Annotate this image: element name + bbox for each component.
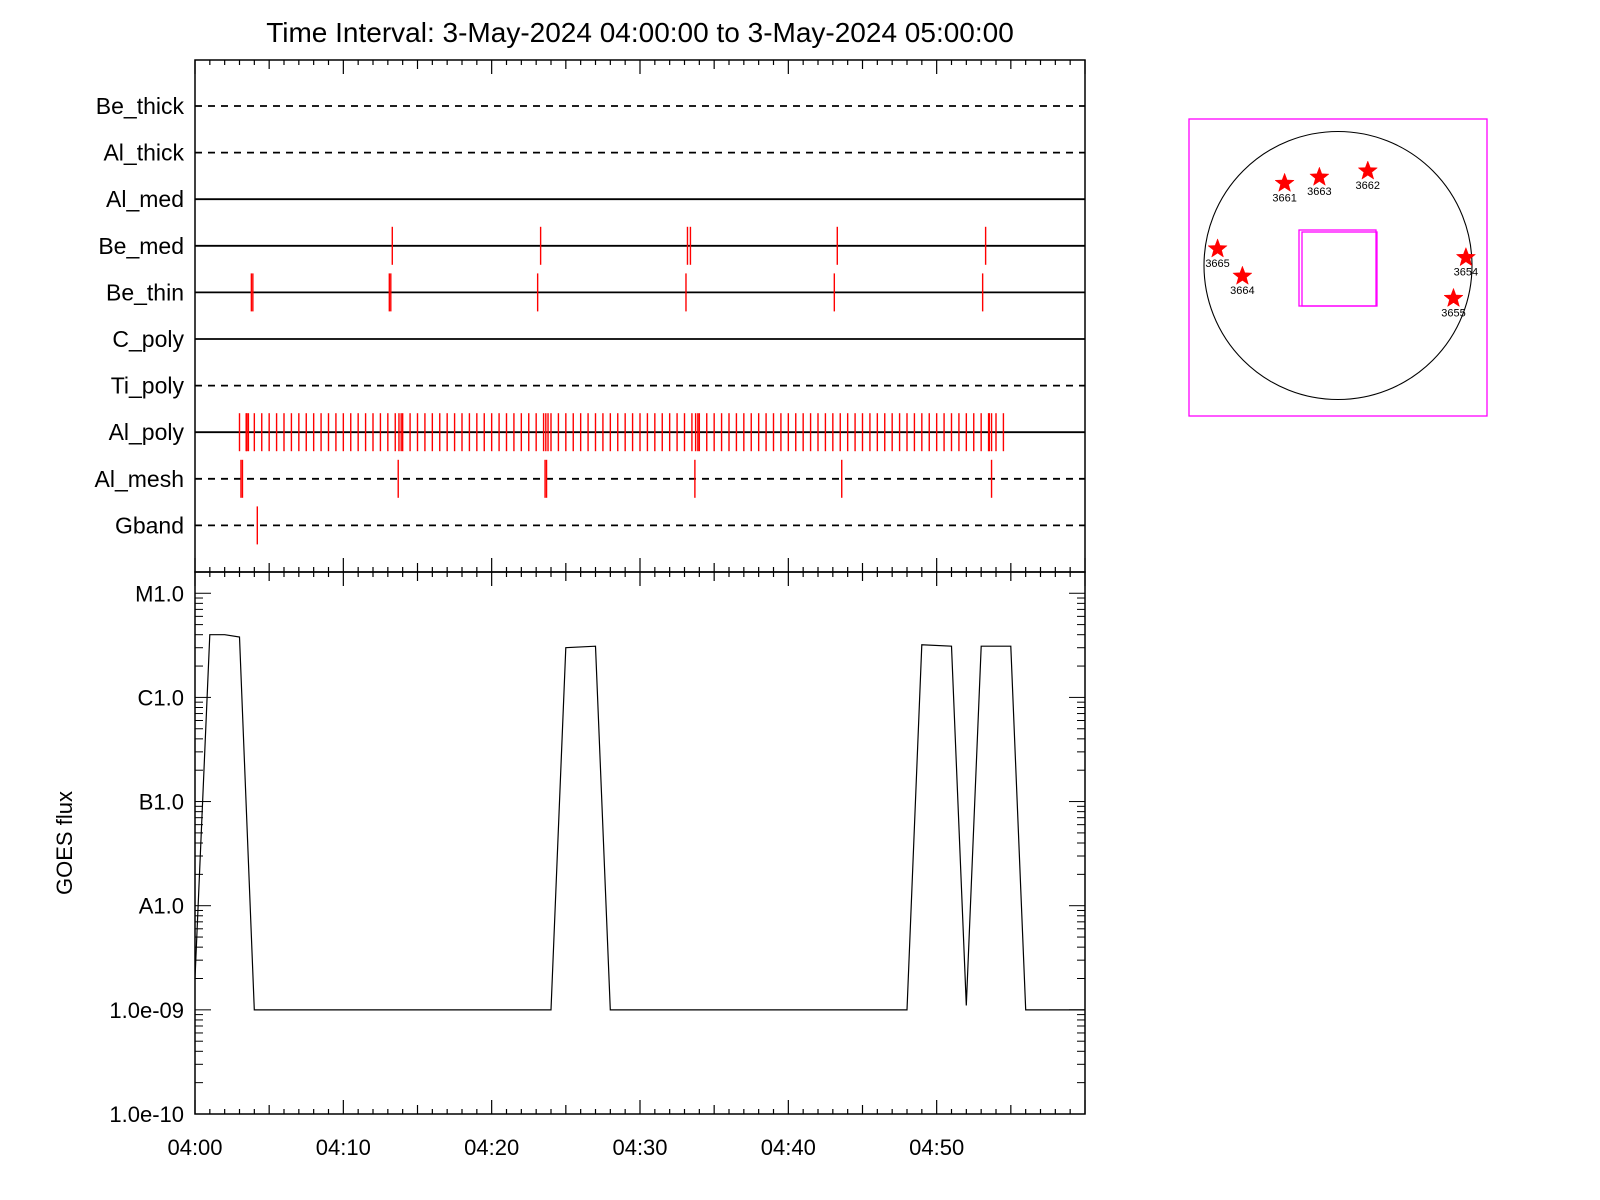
goes-flux-line bbox=[194, 634, 1085, 1011]
goes-xtick-label: 04:20 bbox=[464, 1135, 519, 1160]
figure-title: Time Interval: 3-May-2024 04:00:00 to 3-… bbox=[266, 17, 1014, 48]
fov-box bbox=[1298, 229, 1377, 307]
goes-ytick-label: B1.0 bbox=[139, 790, 184, 815]
channel-label: Be_thin bbox=[106, 279, 184, 305]
active-region-label: 3663 bbox=[1307, 186, 1331, 198]
timeline-panel: Be_thick Al_thick Al_med Be_med Be_thin C_pol… bbox=[95, 59, 1086, 573]
channel-label: Al_med bbox=[106, 186, 184, 212]
goes-ytick-label: 1.0e-09 bbox=[109, 998, 184, 1023]
active-region-star bbox=[1455, 246, 1477, 267]
active-region-star bbox=[1309, 166, 1330, 186]
active-region-label: 3664 bbox=[1230, 285, 1254, 297]
active-region-star bbox=[1443, 287, 1464, 308]
active-region-label: 3662 bbox=[1356, 180, 1380, 192]
goes-ytick-label: C1.0 bbox=[138, 685, 184, 710]
channel-label: Be_thick bbox=[96, 93, 185, 119]
channel-label: Gband bbox=[115, 512, 184, 538]
goes-flux-panel: M1.0 C1.0 B1.0 A1.0 1.0e-09 1.0e-10 04:00 04:10… bbox=[52, 571, 1086, 1160]
channel-label: Ti_poly bbox=[111, 373, 185, 399]
channel-label: Al_thick bbox=[103, 140, 184, 166]
solar-limb bbox=[1203, 130, 1473, 401]
goes-ytick-label: 1.0e-10 bbox=[109, 1102, 184, 1127]
active-region-star bbox=[1357, 160, 1378, 180]
goes-xtick-label: 04:50 bbox=[909, 1135, 964, 1160]
solar-disk-panel: 3661 3663 3662 3665 3664 3654 3655 bbox=[1188, 118, 1488, 417]
disk-frame bbox=[1188, 118, 1488, 417]
goes-xtick-label: 04:00 bbox=[167, 1135, 222, 1160]
active-region-label: 3654 bbox=[1454, 267, 1478, 279]
goes-ytick-label: M1.0 bbox=[135, 581, 184, 606]
goes-xtick-label: 04:10 bbox=[316, 1135, 371, 1160]
active-region-label: 3655 bbox=[1441, 307, 1465, 319]
active-region-label: 3661 bbox=[1272, 192, 1296, 204]
channel-label: Al_mesh bbox=[95, 466, 184, 492]
channel-label: Be_med bbox=[98, 233, 184, 259]
goes-xtick-label: 04:40 bbox=[761, 1135, 816, 1160]
active-region-star bbox=[1207, 238, 1228, 258]
timeline-frame bbox=[194, 59, 1086, 573]
channel-label: C_poly bbox=[112, 326, 184, 352]
channel-label: Al_poly bbox=[109, 419, 185, 445]
goes-ylabel: GOES flux bbox=[52, 791, 77, 895]
goes-xtick-label: 04:30 bbox=[612, 1135, 667, 1160]
fov-box bbox=[1301, 231, 1378, 307]
active-region-label: 3665 bbox=[1205, 258, 1229, 270]
active-region-star bbox=[1274, 172, 1295, 192]
active-region-star bbox=[1232, 265, 1253, 285]
goes-ytick-label: A1.0 bbox=[139, 894, 184, 919]
